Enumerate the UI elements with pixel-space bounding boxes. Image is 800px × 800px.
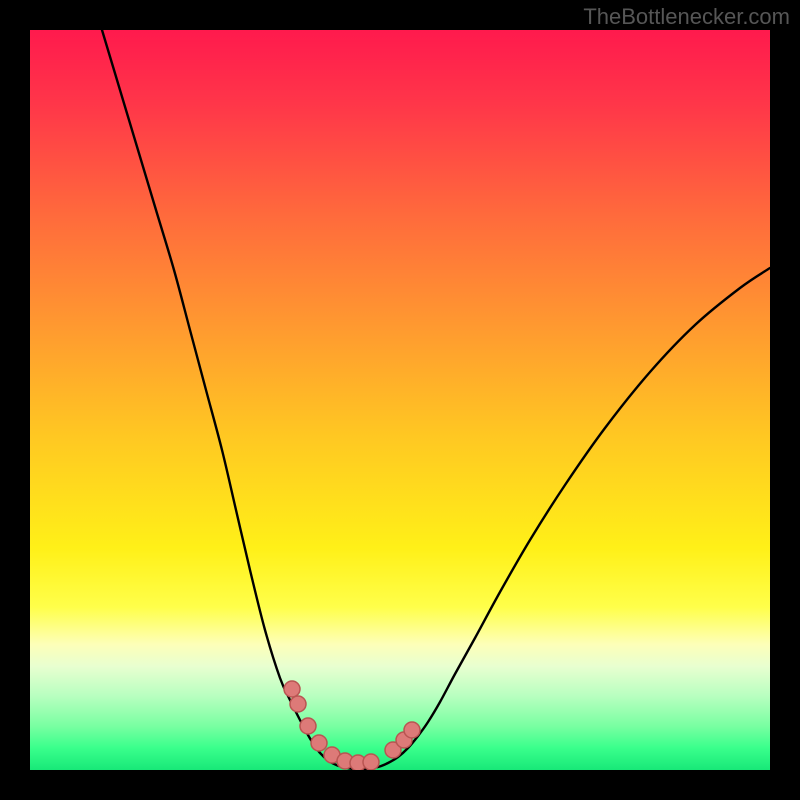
curve-marker <box>290 696 306 712</box>
curve-marker <box>311 735 327 751</box>
watermark-text: TheBottlenecker.com <box>583 4 790 30</box>
curve-marker <box>284 681 300 697</box>
outer-frame: TheBottlenecker.com <box>0 0 800 800</box>
curve-layer <box>30 30 770 770</box>
bottleneck-curve <box>102 30 770 769</box>
curve-marker <box>404 722 420 738</box>
plot-area <box>30 30 770 770</box>
curve-marker <box>300 718 316 734</box>
curve-marker <box>363 754 379 770</box>
